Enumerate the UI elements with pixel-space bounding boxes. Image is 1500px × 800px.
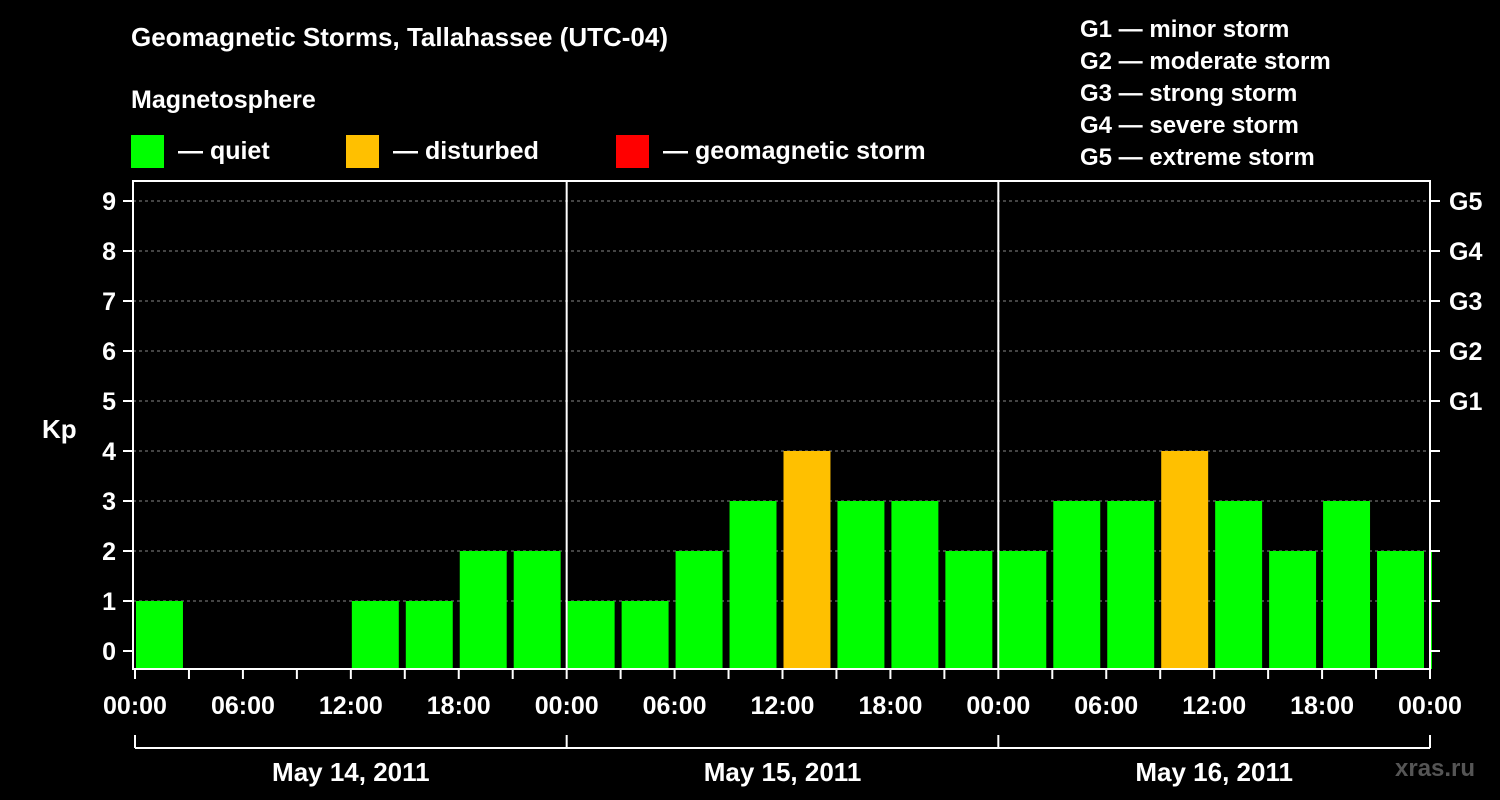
kp-bar bbox=[405, 601, 453, 669]
kp-bar bbox=[1377, 551, 1424, 669]
x-tick-label: 12:00 bbox=[1182, 692, 1246, 720]
x-tick-label: 06:00 bbox=[211, 692, 275, 720]
kp-bar bbox=[513, 551, 561, 669]
x-tick-label: 18:00 bbox=[1290, 692, 1354, 720]
kp-bar bbox=[567, 601, 615, 669]
legend-swatch-storm bbox=[616, 134, 649, 168]
g-level-label: G4 bbox=[1449, 238, 1482, 266]
x-tick-label: 00:00 bbox=[535, 692, 599, 720]
day-label: May 14, 2011 bbox=[272, 757, 430, 787]
x-tick-label: 12:00 bbox=[319, 692, 383, 720]
g-level-label: G1 bbox=[1449, 388, 1482, 416]
storm-scale-g5: G5 — extreme storm bbox=[1080, 144, 1315, 171]
kp-bar bbox=[1269, 551, 1317, 669]
kp-bar bbox=[729, 501, 777, 669]
y-tick-label: 4 bbox=[102, 438, 116, 466]
storm-scale-g3: G3 — strong storm bbox=[1080, 80, 1298, 107]
kp-bar bbox=[783, 451, 831, 669]
kp-bar bbox=[891, 501, 939, 669]
kp-bar bbox=[1053, 501, 1101, 669]
y-tick-label: 0 bbox=[102, 638, 116, 666]
kp-bar bbox=[1431, 551, 1432, 669]
y-tick-label: 6 bbox=[102, 338, 116, 366]
x-tick-label: 18:00 bbox=[427, 692, 491, 720]
legend-label-quiet: — quiet bbox=[178, 136, 270, 165]
x-tick-label: 06:00 bbox=[1074, 692, 1138, 720]
kp-bar bbox=[136, 601, 183, 669]
day-label: May 15, 2011 bbox=[704, 757, 862, 787]
legend-item-storm: — geomagnetic storm bbox=[616, 134, 926, 168]
legend-swatch-disturbed bbox=[346, 134, 379, 168]
kp-bar bbox=[351, 601, 399, 669]
y-tick-label: 9 bbox=[102, 188, 116, 216]
kp-bar bbox=[1215, 501, 1263, 669]
y-tick-label: 5 bbox=[102, 388, 116, 416]
legend-swatch-quiet bbox=[131, 134, 164, 168]
x-tick-label: 00:00 bbox=[966, 692, 1030, 720]
kp-bar bbox=[1161, 451, 1209, 669]
legend-heading: Magnetosphere bbox=[131, 86, 316, 114]
storm-scale-g2: G2 — moderate storm bbox=[1080, 48, 1331, 75]
y-tick-label: 7 bbox=[102, 288, 116, 316]
storm-scale-g4: G4 — severe storm bbox=[1080, 112, 1299, 139]
kp-bar bbox=[999, 551, 1047, 669]
x-tick-label: 12:00 bbox=[751, 692, 815, 720]
legend-item-quiet: — quiet bbox=[131, 134, 270, 168]
g-level-label: G5 bbox=[1449, 188, 1482, 216]
chart-title: Geomagnetic Storms, Tallahassee (UTC-04) bbox=[131, 22, 669, 52]
kp-bar bbox=[837, 501, 885, 669]
storm-scale-g1: G1 — minor storm bbox=[1080, 16, 1290, 43]
legend-label-disturbed: — disturbed bbox=[393, 136, 539, 165]
kp-bar bbox=[1323, 501, 1371, 669]
x-tick-label: 00:00 bbox=[1398, 692, 1462, 720]
legend-item-disturbed: — disturbed bbox=[346, 134, 539, 168]
g-level-label: G2 bbox=[1449, 338, 1482, 366]
storm-scale-list: G1 — minor storm G2 — moderate storm G3 … bbox=[1080, 14, 1331, 174]
x-tick-label: 18:00 bbox=[858, 692, 922, 720]
kp-bar bbox=[945, 551, 993, 669]
y-tick-label: 1 bbox=[102, 588, 116, 616]
g-level-label: G3 bbox=[1449, 288, 1482, 316]
kp-bar bbox=[459, 551, 507, 669]
kp-bar bbox=[621, 601, 669, 669]
legend-label-storm: — geomagnetic storm bbox=[663, 136, 926, 165]
brand-watermark: xras.ru bbox=[1395, 755, 1476, 782]
kp-bar bbox=[675, 551, 723, 669]
y-tick-label: 3 bbox=[102, 488, 116, 516]
y-tick-label: 8 bbox=[102, 238, 116, 266]
y-axis-label: Kp bbox=[42, 414, 77, 444]
y-tick-label: 2 bbox=[102, 538, 116, 566]
x-tick-label: 00:00 bbox=[103, 692, 167, 720]
kp-bar bbox=[1107, 501, 1155, 669]
day-label: May 16, 2011 bbox=[1135, 757, 1293, 787]
x-tick-label: 06:00 bbox=[643, 692, 707, 720]
